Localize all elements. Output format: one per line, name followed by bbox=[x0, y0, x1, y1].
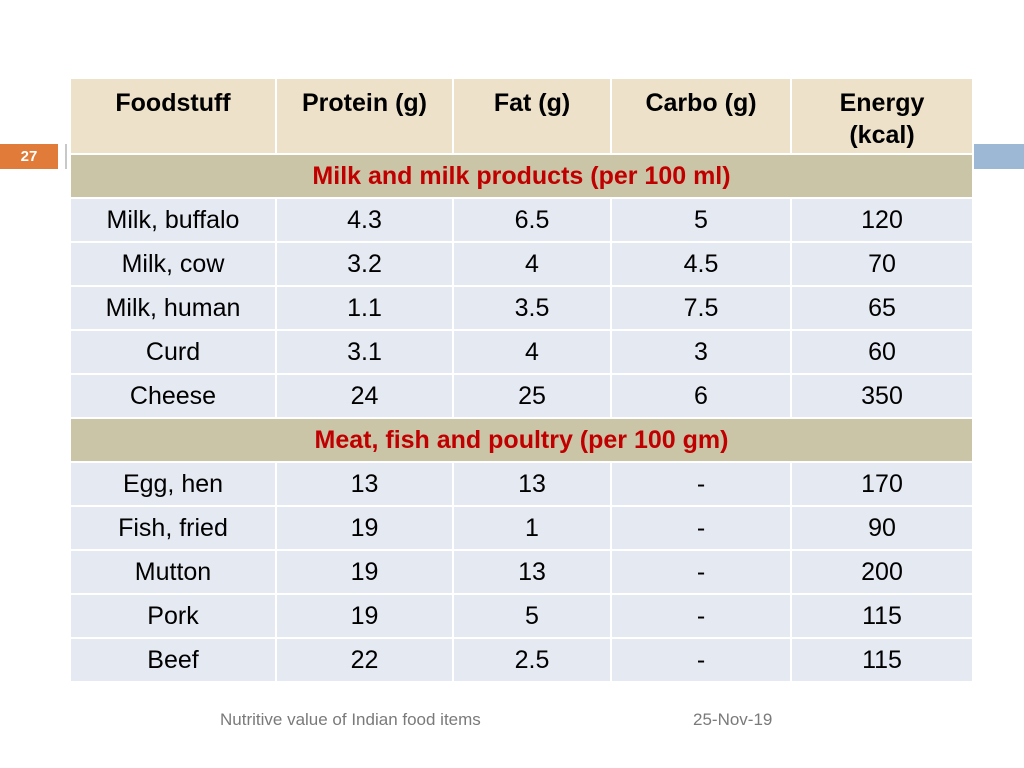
cell-carbo: 5 bbox=[610, 197, 792, 243]
table-body: Milk and milk products (per 100 ml) Milk,… bbox=[69, 153, 974, 683]
cell-fat: 13 bbox=[452, 549, 612, 595]
table-row: Mutton 19 13-200 bbox=[69, 549, 974, 595]
cell-carbo: 4.5 bbox=[610, 241, 792, 287]
cell-energy: 200 bbox=[790, 549, 974, 595]
cell-foodstuff: Cheese bbox=[69, 373, 277, 419]
cell-protein: 13 bbox=[275, 461, 454, 507]
cell-foodstuff: Milk, human bbox=[69, 285, 277, 331]
column-header-energy: Energy (kcal) bbox=[790, 77, 974, 155]
cell-fat: 5 bbox=[452, 593, 612, 639]
cell-fat: 13 bbox=[452, 461, 612, 507]
cell-energy: 60 bbox=[790, 329, 974, 375]
footer-title: Nutritive value of Indian food items bbox=[220, 710, 481, 729]
cell-foodstuff: Milk, cow bbox=[69, 241, 277, 287]
cell-fat: 6.5 bbox=[452, 197, 612, 243]
cell-protein: 19 bbox=[275, 593, 454, 639]
cell-energy: 120 bbox=[790, 197, 974, 243]
section-title: Milk and milk products (per 100 ml) bbox=[69, 153, 974, 199]
cell-energy: 350 bbox=[790, 373, 974, 419]
cell-energy: 65 bbox=[790, 285, 974, 331]
table-row: Egg, hen 13 13-170 bbox=[69, 461, 974, 507]
cell-fat: 3.5 bbox=[452, 285, 612, 331]
cell-carbo: - bbox=[610, 637, 792, 683]
cell-energy: 115 bbox=[790, 637, 974, 683]
table-row: Milk, human 1.1 3.5 7.5 65 bbox=[69, 285, 974, 331]
cell-fat: 4 bbox=[452, 241, 612, 287]
table-row: Curd 3.1 4 3 60 bbox=[69, 329, 974, 375]
cell-fat: 25 bbox=[452, 373, 612, 419]
cell-fat: 4 bbox=[452, 329, 612, 375]
section-row: Milk and milk products (per 100 ml) bbox=[69, 153, 974, 199]
cell-fat: 2.5 bbox=[452, 637, 612, 683]
cell-energy: 115 bbox=[790, 593, 974, 639]
cell-foodstuff: Egg, hen bbox=[69, 461, 277, 507]
cell-carbo: - bbox=[610, 549, 792, 595]
accent-bar bbox=[974, 144, 1024, 169]
table-row: Milk, cow 3.2 4 4.5 70 bbox=[69, 241, 974, 287]
table-row: Cheese 24 25 6 350 bbox=[69, 373, 974, 419]
cell-protein: 24 bbox=[275, 373, 454, 419]
cell-carbo: 3 bbox=[610, 329, 792, 375]
table-row: Pork 19 5-115 bbox=[69, 593, 974, 639]
cell-protein: 4.3 bbox=[275, 197, 454, 243]
cell-carbo: - bbox=[610, 461, 792, 507]
cell-protein: 19 bbox=[275, 549, 454, 595]
cell-carbo: 7.5 bbox=[610, 285, 792, 331]
cell-energy: 90 bbox=[790, 505, 974, 551]
cell-protein: 3.2 bbox=[275, 241, 454, 287]
section-row: Meat, fish and poultry (per 100 gm) bbox=[69, 417, 974, 463]
cell-carbo: 6 bbox=[610, 373, 792, 419]
cell-protein: 1.1 bbox=[275, 285, 454, 331]
column-header-protein: Protein (g) bbox=[275, 77, 454, 155]
nutrition-table: Foodstuff Protein (g) Fat (g) Carbo (g) … bbox=[69, 77, 974, 683]
cell-foodstuff: Fish, fried bbox=[69, 505, 277, 551]
table-header-row: Foodstuff Protein (g) Fat (g) Carbo (g) … bbox=[69, 77, 974, 155]
slide-number-divider bbox=[65, 144, 67, 169]
column-header-carbo: Carbo (g) bbox=[610, 77, 792, 155]
column-header-fat: Fat (g) bbox=[452, 77, 612, 155]
cell-foodstuff: Pork bbox=[69, 593, 277, 639]
table-row: Milk, buffalo 4.3 6.5 5 120 bbox=[69, 197, 974, 243]
cell-energy: 170 bbox=[790, 461, 974, 507]
cell-carbo: - bbox=[610, 505, 792, 551]
cell-protein: 22 bbox=[275, 637, 454, 683]
cell-carbo: - bbox=[610, 593, 792, 639]
table-row: Fish, fried 19 1-90 bbox=[69, 505, 974, 551]
slide-number: 27 bbox=[0, 144, 58, 169]
table-row: Beef 22 2.5-115 bbox=[69, 637, 974, 683]
footer-date: 25-Nov-19 bbox=[693, 710, 773, 729]
cell-foodstuff: Milk, buffalo bbox=[69, 197, 277, 243]
section-title: Meat, fish and poultry (per 100 gm) bbox=[69, 417, 974, 463]
cell-protein: 3.1 bbox=[275, 329, 454, 375]
cell-energy: 70 bbox=[790, 241, 974, 287]
cell-fat: 1 bbox=[452, 505, 612, 551]
column-header-foodstuff: Foodstuff bbox=[69, 77, 277, 155]
cell-protein: 19 bbox=[275, 505, 454, 551]
cell-foodstuff: Mutton bbox=[69, 549, 277, 595]
cell-foodstuff: Curd bbox=[69, 329, 277, 375]
cell-foodstuff: Beef bbox=[69, 637, 277, 683]
